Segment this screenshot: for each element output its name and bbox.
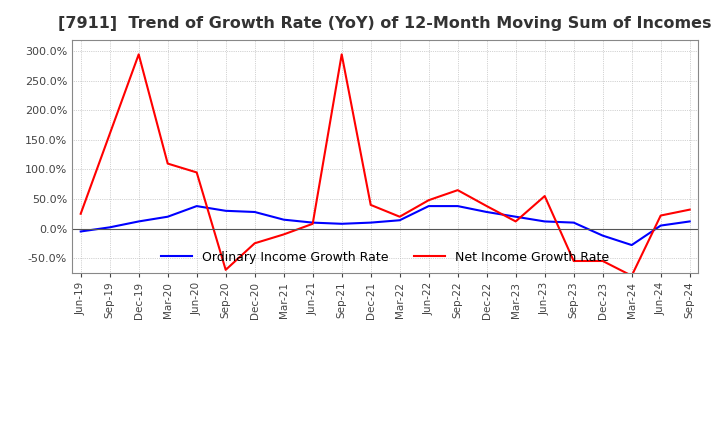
Net Income Growth Rate [105,132,114,137]
Net Income Growth Rate [657,213,665,218]
Ordinary Income Growth Rate [135,219,143,224]
Ordinary Income Growth Rate [657,223,665,228]
Ordinary Income Growth Rate [251,209,259,215]
Ordinary Income Growth Rate [454,203,462,209]
Net Income Growth Rate [482,203,491,209]
Net Income Growth Rate [570,258,578,264]
Legend: Ordinary Income Growth Rate, Net Income Growth Rate: Ordinary Income Growth Rate, Net Income … [156,246,614,269]
Title: [7911]  Trend of Growth Rate (YoY) of 12-Month Moving Sum of Incomes: [7911] Trend of Growth Rate (YoY) of 12-… [58,16,712,32]
Ordinary Income Growth Rate [395,218,404,223]
Ordinary Income Growth Rate [105,225,114,230]
Net Income Growth Rate [76,211,85,216]
Ordinary Income Growth Rate [541,219,549,224]
Net Income Growth Rate [192,170,201,175]
Ordinary Income Growth Rate [163,214,172,220]
Net Income Growth Rate [338,52,346,57]
Line: Ordinary Income Growth Rate: Ordinary Income Growth Rate [81,206,690,245]
Ordinary Income Growth Rate [338,221,346,227]
Net Income Growth Rate [627,273,636,279]
Net Income Growth Rate [395,214,404,220]
Ordinary Income Growth Rate [685,219,694,224]
Ordinary Income Growth Rate [511,214,520,220]
Net Income Growth Rate [685,207,694,212]
Net Income Growth Rate [308,221,317,227]
Net Income Growth Rate [511,219,520,224]
Net Income Growth Rate [424,198,433,203]
Net Income Growth Rate [279,232,288,237]
Net Income Growth Rate [135,52,143,57]
Ordinary Income Growth Rate [482,209,491,215]
Ordinary Income Growth Rate [221,208,230,213]
Ordinary Income Growth Rate [76,229,85,234]
Ordinary Income Growth Rate [192,203,201,209]
Ordinary Income Growth Rate [366,220,375,225]
Ordinary Income Growth Rate [598,233,607,238]
Ordinary Income Growth Rate [308,220,317,225]
Net Income Growth Rate [598,258,607,264]
Net Income Growth Rate [221,267,230,272]
Line: Net Income Growth Rate: Net Income Growth Rate [81,55,690,276]
Ordinary Income Growth Rate [279,217,288,222]
Ordinary Income Growth Rate [570,220,578,225]
Net Income Growth Rate [454,187,462,193]
Ordinary Income Growth Rate [424,203,433,209]
Ordinary Income Growth Rate [627,242,636,248]
Net Income Growth Rate [163,161,172,166]
Net Income Growth Rate [251,241,259,246]
Net Income Growth Rate [541,194,549,199]
Net Income Growth Rate [366,202,375,208]
